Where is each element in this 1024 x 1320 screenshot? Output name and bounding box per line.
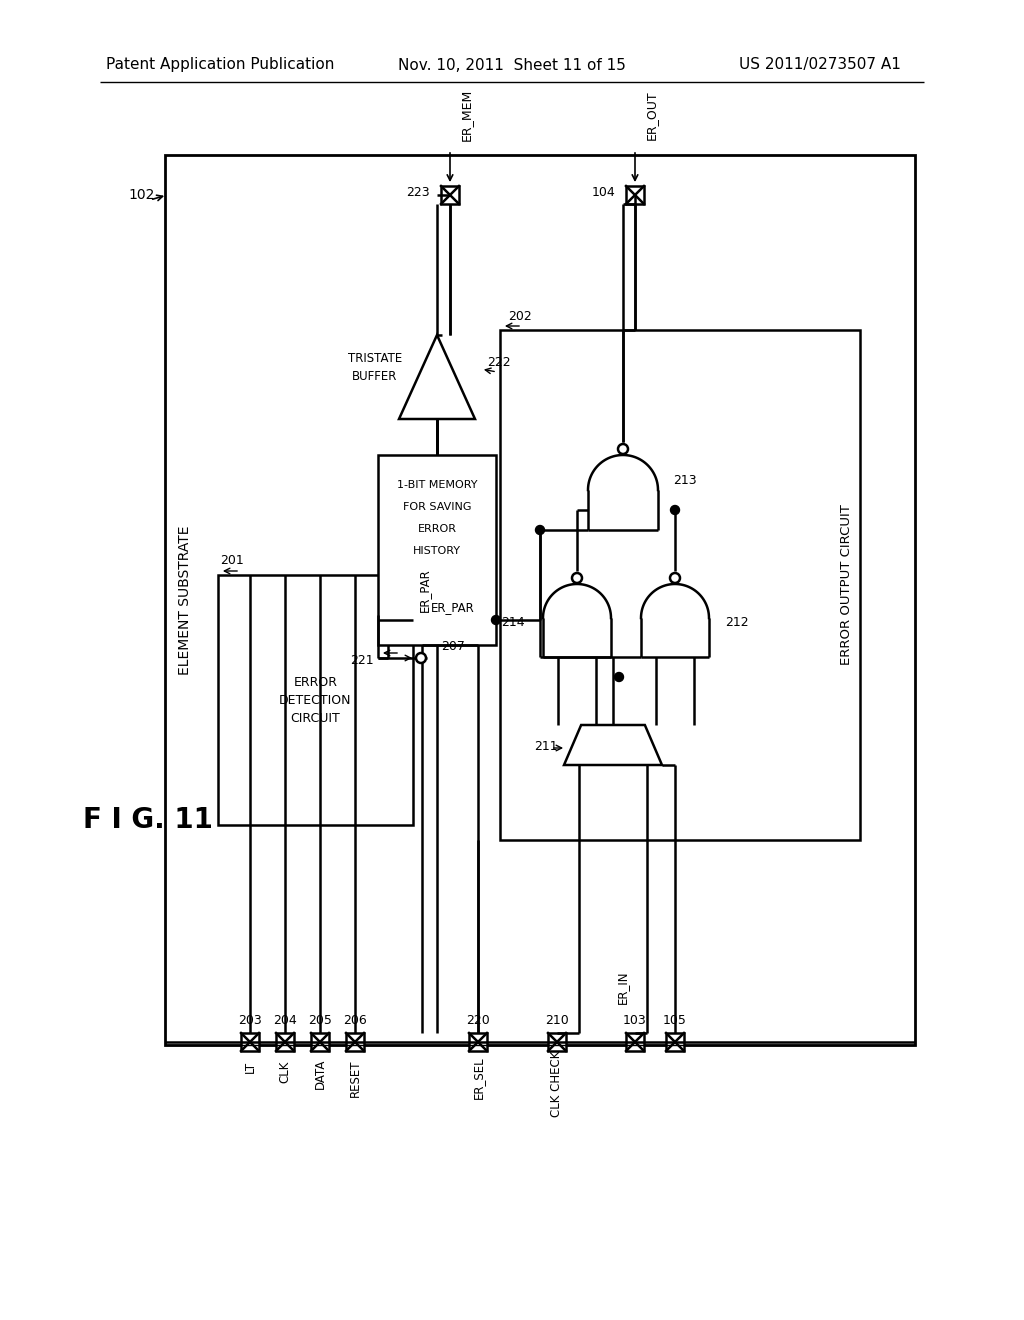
- Text: 223: 223: [407, 186, 430, 199]
- Text: ERROR OUTPUT CIRCUIT: ERROR OUTPUT CIRCUIT: [840, 504, 853, 665]
- Text: 201: 201: [220, 554, 244, 568]
- Text: 221: 221: [350, 655, 374, 668]
- Text: 211: 211: [535, 741, 558, 754]
- Bar: [276, 1034, 294, 1051]
- Text: 212: 212: [725, 616, 749, 630]
- Text: ERROR: ERROR: [418, 524, 457, 535]
- Text: Patent Application Publication: Patent Application Publication: [105, 58, 334, 73]
- Text: 105: 105: [664, 1014, 687, 1027]
- Text: Nov. 10, 2011  Sheet 11 of 15: Nov. 10, 2011 Sheet 11 of 15: [398, 58, 626, 73]
- Text: DETECTION: DETECTION: [280, 693, 352, 706]
- Bar: [469, 1034, 487, 1051]
- Text: CLK CHECK: CLK CHECK: [551, 1051, 563, 1117]
- Text: ER_MEM: ER_MEM: [460, 88, 473, 141]
- Text: 206: 206: [343, 1014, 367, 1027]
- Bar: [378, 455, 496, 645]
- Text: 222: 222: [487, 355, 511, 368]
- Circle shape: [416, 653, 426, 663]
- Text: ELEMENT SUBSTRATE: ELEMENT SUBSTRATE: [178, 525, 193, 675]
- Text: RESET: RESET: [348, 1059, 361, 1097]
- Bar: [666, 1034, 684, 1051]
- Bar: [626, 186, 644, 205]
- Circle shape: [671, 506, 680, 515]
- Text: DATA: DATA: [313, 1059, 327, 1089]
- Text: 202: 202: [508, 309, 531, 322]
- Text: 213: 213: [673, 474, 696, 487]
- Text: HISTORY: HISTORY: [413, 546, 461, 556]
- Polygon shape: [564, 725, 662, 766]
- Circle shape: [536, 525, 545, 535]
- Circle shape: [492, 615, 501, 624]
- Text: 104: 104: [591, 186, 615, 199]
- Bar: [311, 1034, 329, 1051]
- Bar: [548, 1034, 566, 1051]
- Text: 214: 214: [502, 616, 525, 630]
- Text: ERROR: ERROR: [294, 676, 338, 689]
- Text: 205: 205: [308, 1014, 332, 1027]
- Polygon shape: [399, 335, 475, 418]
- Text: 220: 220: [466, 1014, 489, 1027]
- Bar: [346, 1034, 364, 1051]
- Text: ER_SEL: ER_SEL: [471, 1057, 484, 1100]
- Text: US 2011/0273507 A1: US 2011/0273507 A1: [739, 58, 901, 73]
- Text: 204: 204: [273, 1014, 297, 1027]
- Text: 210: 210: [545, 1014, 569, 1027]
- Circle shape: [670, 573, 680, 583]
- Bar: [241, 1034, 259, 1051]
- Text: LT: LT: [244, 1061, 256, 1073]
- Bar: [626, 1034, 644, 1051]
- Text: CLK: CLK: [279, 1061, 292, 1084]
- Text: 102: 102: [129, 187, 155, 202]
- Text: ER_OUT: ER_OUT: [645, 90, 658, 140]
- Circle shape: [572, 573, 582, 583]
- Text: ER_IN: ER_IN: [615, 970, 629, 1003]
- Text: CIRCUIT: CIRCUIT: [291, 711, 340, 725]
- Text: ER_PAR: ER_PAR: [418, 568, 431, 612]
- Text: 203: 203: [239, 1014, 262, 1027]
- Text: TRISTATE: TRISTATE: [348, 352, 402, 366]
- Text: ER_PAR: ER_PAR: [431, 602, 475, 615]
- Text: 207: 207: [441, 639, 465, 652]
- Bar: [441, 186, 459, 205]
- Circle shape: [618, 444, 628, 454]
- Text: 1-BIT MEMORY: 1-BIT MEMORY: [396, 480, 477, 490]
- Text: F I G. 11: F I G. 11: [83, 807, 213, 834]
- Bar: [500, 330, 860, 840]
- Text: FOR SAVING: FOR SAVING: [402, 502, 471, 512]
- Bar: [218, 576, 413, 825]
- Bar: [165, 154, 915, 1045]
- Text: BUFFER: BUFFER: [352, 371, 397, 384]
- Circle shape: [614, 672, 624, 681]
- Text: 103: 103: [624, 1014, 647, 1027]
